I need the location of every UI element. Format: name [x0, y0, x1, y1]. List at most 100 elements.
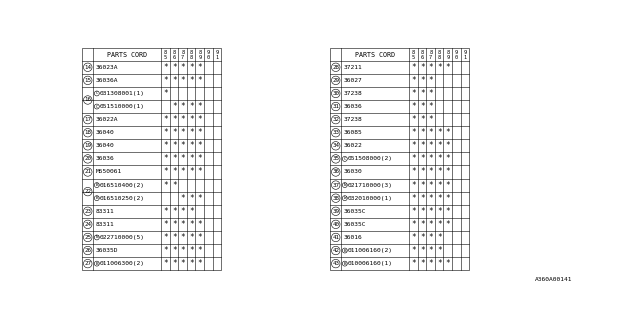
Text: *: * — [180, 63, 185, 72]
Text: *: * — [412, 259, 416, 268]
Text: *: * — [180, 128, 185, 137]
Text: 43: 43 — [332, 261, 339, 266]
Text: *: * — [420, 233, 424, 242]
Text: 27: 27 — [84, 261, 92, 266]
Text: *: * — [180, 194, 185, 203]
Text: *: * — [180, 233, 185, 242]
Text: *: * — [437, 259, 442, 268]
Text: 36040: 36040 — [95, 130, 115, 135]
Text: 8: 8 — [412, 50, 415, 55]
Text: *: * — [197, 102, 202, 111]
Text: 36022A: 36022A — [95, 117, 118, 122]
Text: 051510000(1): 051510000(1) — [100, 104, 145, 109]
Text: 28: 28 — [332, 65, 339, 70]
Text: *: * — [420, 115, 424, 124]
Text: *: * — [437, 63, 442, 72]
Text: *: * — [412, 102, 416, 111]
Text: 36036: 36036 — [95, 156, 115, 161]
Text: *: * — [180, 155, 185, 164]
Text: 40: 40 — [332, 222, 339, 227]
Text: *: * — [428, 246, 433, 255]
Text: *: * — [172, 259, 177, 268]
Text: *: * — [163, 141, 168, 150]
Text: *: * — [428, 180, 433, 189]
Text: *: * — [445, 180, 450, 189]
Text: *: * — [197, 128, 202, 137]
Text: 16: 16 — [84, 98, 92, 102]
Text: 9: 9 — [198, 55, 202, 60]
Text: 36035D: 36035D — [95, 248, 118, 253]
Text: 6: 6 — [420, 55, 424, 60]
Text: 38: 38 — [332, 196, 339, 201]
Text: *: * — [189, 194, 193, 203]
Text: *: * — [163, 167, 168, 177]
Text: B: B — [95, 183, 98, 187]
Text: 36085: 36085 — [344, 130, 362, 135]
Text: *: * — [412, 180, 416, 189]
Text: *: * — [197, 233, 202, 242]
Text: *: * — [197, 259, 202, 268]
Text: *: * — [412, 194, 416, 203]
Text: *: * — [420, 220, 424, 229]
Text: 022710000(5): 022710000(5) — [100, 235, 145, 240]
Text: *: * — [420, 207, 424, 216]
Text: *: * — [197, 194, 202, 203]
Text: *: * — [437, 141, 442, 150]
Text: 9: 9 — [207, 50, 210, 55]
Text: *: * — [197, 63, 202, 72]
Text: 37211: 37211 — [344, 65, 362, 70]
Text: 41: 41 — [332, 235, 339, 240]
Text: 011006160(2): 011006160(2) — [348, 248, 393, 253]
Text: *: * — [172, 102, 177, 111]
Text: B: B — [95, 262, 98, 266]
Text: PARTS CORD: PARTS CORD — [355, 52, 396, 58]
Text: *: * — [180, 259, 185, 268]
Text: 32: 32 — [332, 117, 339, 122]
Text: 9: 9 — [215, 50, 218, 55]
Text: 6: 6 — [173, 55, 176, 60]
Text: *: * — [420, 167, 424, 177]
Text: 051508000(2): 051508000(2) — [348, 156, 393, 161]
Text: *: * — [163, 207, 168, 216]
Text: *: * — [163, 155, 168, 164]
Text: *: * — [445, 155, 450, 164]
Text: *: * — [445, 128, 450, 137]
Text: 8: 8 — [189, 55, 193, 60]
Text: 9: 9 — [463, 50, 467, 55]
Text: *: * — [412, 89, 416, 98]
Text: 8: 8 — [438, 55, 441, 60]
Text: *: * — [189, 76, 193, 85]
Text: *: * — [172, 220, 177, 229]
Text: *: * — [180, 141, 185, 150]
Text: *: * — [180, 220, 185, 229]
Text: *: * — [197, 141, 202, 150]
Text: 31: 31 — [332, 104, 339, 109]
Text: *: * — [428, 89, 433, 98]
Text: 35: 35 — [332, 156, 339, 161]
Text: *: * — [189, 167, 193, 177]
Text: *: * — [428, 207, 433, 216]
Text: B: B — [344, 262, 346, 266]
Text: *: * — [437, 167, 442, 177]
Text: *: * — [420, 259, 424, 268]
Text: *: * — [189, 155, 193, 164]
Text: *: * — [412, 220, 416, 229]
Text: 8: 8 — [189, 50, 193, 55]
Text: 34: 34 — [332, 143, 339, 148]
Text: *: * — [428, 233, 433, 242]
Text: 1: 1 — [215, 55, 218, 60]
Text: *: * — [180, 115, 185, 124]
Text: 9: 9 — [446, 55, 449, 60]
Text: 8: 8 — [173, 50, 176, 55]
Text: 5: 5 — [164, 55, 167, 60]
Text: 83311: 83311 — [95, 222, 115, 227]
Text: 011006300(2): 011006300(2) — [100, 261, 145, 266]
Text: B: B — [95, 196, 98, 200]
Text: 20: 20 — [84, 156, 92, 161]
Text: C: C — [344, 157, 346, 161]
Text: 37238: 37238 — [344, 91, 362, 96]
Text: *: * — [412, 76, 416, 85]
Text: *: * — [197, 76, 202, 85]
Text: *: * — [163, 76, 168, 85]
Text: *: * — [428, 220, 433, 229]
